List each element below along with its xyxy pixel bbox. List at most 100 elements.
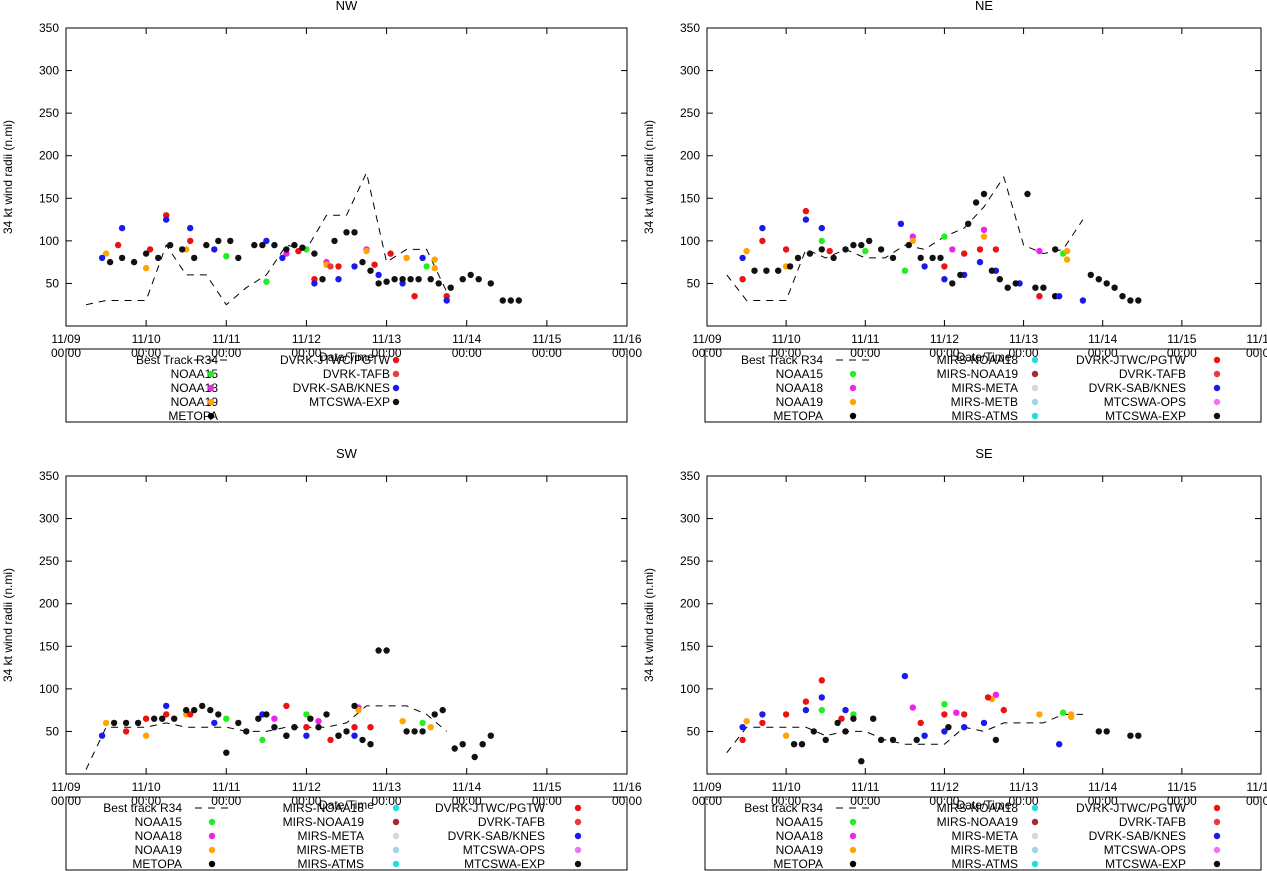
y-axis-label: 34 kt wind radii (n.mi) [642, 120, 656, 234]
point-mtcswa-exp [151, 715, 158, 722]
point-dvrk-jtwc-pgtw [142, 715, 150, 722]
point-mtcswa-exp [889, 254, 897, 262]
legend-label: NOAA15 [776, 815, 824, 829]
point-mtcswa-exp [263, 711, 270, 718]
point-dvrk-sab-knes [98, 254, 106, 262]
point-mtcswa-exp [106, 258, 114, 266]
legend-marker [207, 384, 215, 392]
x-tick-label-date: 11/10 [772, 780, 801, 794]
point-mtcswa-exp [367, 741, 374, 748]
legend-label: MTCSWA-OPS [1104, 843, 1186, 857]
y-axis-label: 34 kt wind radii (n.mi) [1, 120, 15, 234]
point-mtcswa-exp [191, 254, 198, 262]
point-dvrk-sab-knes [802, 706, 810, 714]
legend-marker [849, 860, 857, 868]
x-tick-label-time: 00:00 [692, 346, 722, 360]
point-noaa15 [263, 278, 270, 285]
point-mtcswa-exp [858, 758, 865, 765]
point-mtcswa-exp [331, 237, 338, 245]
point-noaa18 [953, 709, 960, 716]
legend-label: MIRS-NOAA19 [283, 815, 365, 829]
plot-frame [706, 475, 1262, 775]
point-dvrk-jtwc-pgtw [917, 719, 924, 727]
x-tick-label-time: 00:00 [211, 794, 241, 808]
best-track-line [85, 171, 448, 306]
point-dvrk-sab-knes [759, 711, 766, 718]
legend-marker [1031, 356, 1039, 364]
x-tick-label-date: 11/16 [612, 780, 641, 794]
point-mtcswa-exp [917, 254, 924, 262]
point-noaa19 [363, 247, 370, 255]
point-mtcswa-exp [937, 254, 944, 262]
point-dvrk-jtwc-pgtw [367, 724, 374, 731]
point-mtcswa-exp [980, 190, 988, 198]
legend-marker [849, 384, 857, 392]
y-tick-label: 350 [39, 469, 59, 483]
legend-label: NOAA19 [135, 843, 183, 857]
legend-marker [1031, 804, 1039, 812]
point-mtcswa-exp [858, 241, 865, 249]
point-dvrk-jtwc-pgtw [961, 250, 968, 257]
y-tick-label: 200 [680, 149, 700, 163]
x-tick-label-time: 00:00 [452, 346, 482, 360]
legend-marker [574, 860, 582, 868]
legend-marker [392, 398, 400, 406]
point-mtcswa-exp [199, 702, 206, 710]
point-mtcswa-exp [122, 719, 130, 727]
point-mtcswa-exp [913, 736, 920, 744]
point-dvrk-sab-knes [842, 706, 849, 714]
point-dvrk-jtwc-pgtw [782, 246, 790, 253]
legend-marker [1031, 384, 1039, 392]
legend-marker [208, 818, 216, 826]
point-noaa19 [355, 706, 362, 714]
legend-label: METOPA [132, 857, 182, 871]
x-tick-label-date: 11/14 [1088, 780, 1117, 794]
y-tick-label: 350 [680, 469, 700, 483]
y-tick-label: 150 [680, 191, 700, 205]
point-mtcswa-exp [343, 728, 350, 735]
point-dvrk-sab-knes [901, 672, 909, 680]
point-dvrk-sab-knes [311, 280, 318, 287]
point-mtcswa-exp [790, 741, 798, 748]
legend-label: NOAA18 [776, 381, 824, 395]
y-tick-label: 200 [680, 597, 700, 611]
point-mtcswa-exp [179, 246, 186, 253]
point-noaa15 [901, 267, 909, 274]
y-tick-label: 250 [680, 106, 700, 120]
point-noaa15 [941, 233, 948, 240]
point-mtcswa-exp [1127, 732, 1134, 739]
legend-marker [1213, 384, 1221, 392]
point-noaa19 [427, 724, 434, 731]
legend-label: Best track R34 [744, 801, 823, 815]
point-mtcswa-exp [842, 246, 849, 253]
chart-title: SW [336, 446, 358, 461]
legend-label: NOAA19 [776, 843, 824, 857]
legend-label: DVRK-TAFB [1119, 815, 1186, 829]
point-noaa19 [1067, 713, 1075, 721]
legend-label: DVRK-SAB/KNES [448, 829, 545, 843]
legend-marker [1213, 412, 1221, 420]
point-mtcswa-exp [215, 237, 222, 245]
legend-label: MIRS-ATMS [298, 857, 364, 871]
point-mtcswa-exp [171, 715, 178, 722]
point-mtcswa-exp [343, 229, 350, 236]
x-tick-label-time: 00:00 [1246, 346, 1267, 360]
point-dvrk-sab-knes [980, 719, 988, 727]
point-noaa19 [102, 719, 110, 727]
point-mtcswa-exp [243, 728, 250, 735]
point-mtcswa-exp [1040, 284, 1047, 291]
point-mtcswa-exp [311, 250, 318, 257]
point-dvrk-sab-knes [921, 263, 928, 270]
point-mtcswa-exp [427, 276, 434, 283]
legend-marker [1213, 818, 1221, 826]
point-dvrk-sab-knes [961, 724, 968, 731]
point-dvrk-sab-knes [1079, 297, 1087, 304]
point-dvrk-sab-knes [118, 224, 126, 232]
legend-label: MTCSWA-OPS [463, 843, 545, 857]
point-dvrk-jtwc-pgtw [146, 246, 154, 253]
point-dvrk-jtwc-pgtw [371, 261, 378, 268]
x-tick-label-date: 11/13 [1009, 332, 1038, 346]
legend-label: NOAA18 [171, 381, 219, 395]
y-tick-label: 100 [680, 234, 700, 248]
legend-label: DVRK-TAFB [323, 367, 390, 381]
